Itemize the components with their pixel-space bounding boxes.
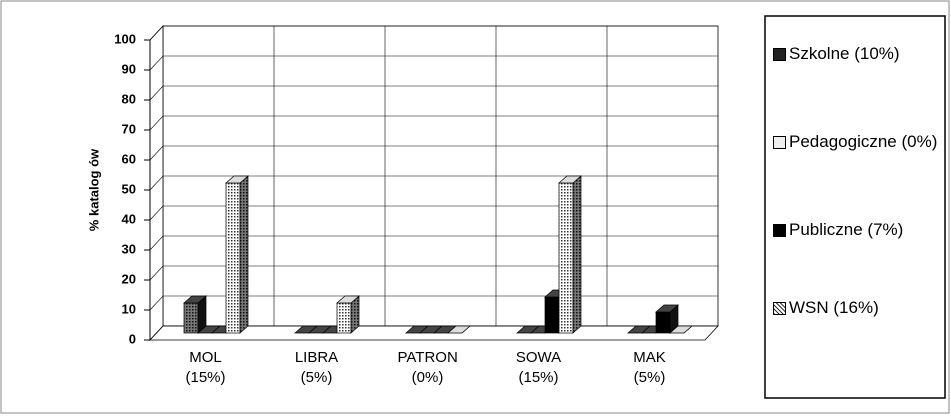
grid-line: [149, 235, 718, 251]
legend-swatch: [773, 302, 786, 316]
legend-entry: Pedagogiczne (0%): [773, 130, 943, 154]
grid-line: [149, 175, 718, 191]
bar: [447, 325, 471, 334]
y-axis-label: % katalog ów: [86, 148, 101, 231]
grid-line: [149, 115, 718, 131]
legend-box: [764, 15, 946, 399]
y-tick-label: 60: [122, 151, 136, 166]
grid-line: [149, 85, 718, 101]
legend-swatch: [773, 48, 786, 62]
legend-label: Pedagogiczne (0%): [789, 132, 938, 151]
bar: [225, 175, 249, 334]
legend-label: WSN (16%): [789, 298, 879, 317]
bar: [669, 325, 693, 334]
y-tick-label: 100: [114, 31, 136, 46]
bar: [336, 295, 360, 334]
legend-swatch: [773, 224, 786, 238]
legend-label: Publiczne (7%): [789, 220, 904, 239]
legend-entry: WSN (16%): [773, 296, 943, 320]
y-tick-label: 40: [122, 211, 136, 226]
grid-line: [149, 265, 718, 281]
bar: [183, 295, 207, 334]
x-tick-label: MAK (5%): [633, 349, 666, 386]
legend-label: Szkolne (10%): [789, 44, 900, 63]
y-tick-label: 10: [122, 301, 136, 316]
y-tick-label: 90: [122, 61, 136, 76]
grid-line: [149, 55, 718, 71]
x-tick-label: LIBRA (5%): [294, 349, 339, 386]
legend-entry: Publiczne (7%): [773, 218, 943, 242]
legend-swatch: [773, 136, 786, 150]
x-tick-label: PATRON (0%): [397, 349, 458, 386]
grid-line: [149, 25, 718, 41]
x-tick-label: MOL (15%): [185, 349, 226, 386]
y-tick-label: 30: [122, 241, 136, 256]
y-tick-label: 20: [122, 271, 136, 286]
grid-line: [149, 295, 718, 311]
x-tick-label: SOWA (15%): [515, 349, 562, 386]
legend-entry: Szkolne (10%): [773, 42, 943, 66]
grid-line: [149, 205, 718, 221]
y-tick-label: 0: [129, 331, 136, 346]
bar: [558, 175, 582, 334]
y-tick-label: 80: [122, 91, 136, 106]
grid-line: [149, 145, 718, 161]
y-tick-label: 50: [122, 181, 136, 196]
y-tick-label: 70: [122, 121, 136, 136]
